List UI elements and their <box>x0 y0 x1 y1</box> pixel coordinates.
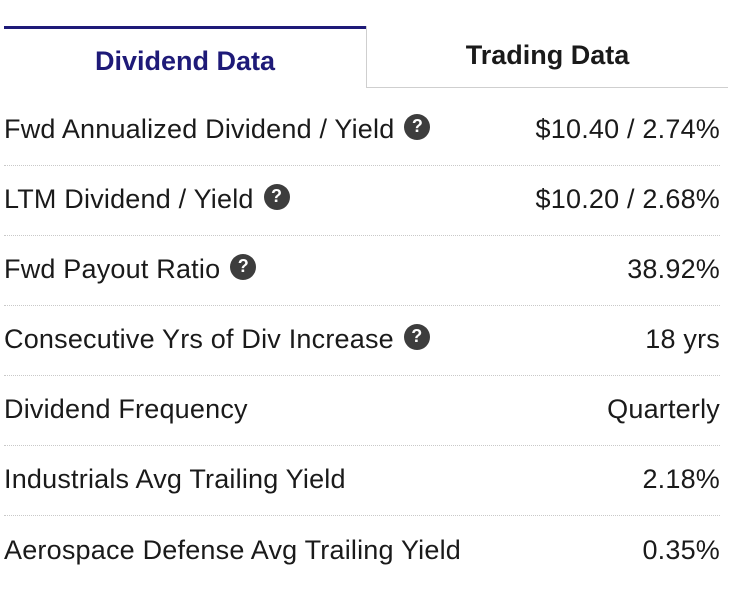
row-label: Aerospace Defense Avg Trailing Yield <box>4 534 461 565</box>
tab-bar: Dividend Data Trading Data <box>4 26 728 88</box>
row-value: $10.20 / 2.68% <box>535 184 720 214</box>
question-circle-icon[interactable]: ? <box>403 323 430 350</box>
row-fwd-annualized-dividend-yield: Fwd Annualized Dividend / Yield ? $10.40… <box>4 96 720 166</box>
question-circle-icon[interactable]: ? <box>404 113 431 140</box>
row-dividend-frequency: Dividend Frequency Quarterly <box>4 376 720 446</box>
row-consecutive-yrs-div-increase: Consecutive Yrs of Div Increase ? 18 yrs <box>4 306 720 376</box>
row-value: Quarterly <box>607 394 720 424</box>
row-label: Industrials Avg Trailing Yield <box>4 464 346 494</box>
row-label: LTM Dividend / Yield <box>4 184 254 214</box>
row-fwd-payout-ratio: Fwd Payout Ratio ? 38.92% <box>4 236 720 306</box>
row-ltm-dividend-yield: LTM Dividend / Yield ? $10.20 / 2.68% <box>4 166 720 236</box>
tab-dividend-data[interactable]: Dividend Data <box>4 26 366 88</box>
row-label: Dividend Frequency <box>4 394 248 424</box>
row-label: Fwd Payout Ratio <box>4 254 221 284</box>
question-circle-icon[interactable]: ? <box>263 183 290 210</box>
row-value: 2.18% <box>642 464 720 494</box>
question-circle-icon[interactable]: ? <box>230 253 257 280</box>
dividend-data-table: Fwd Annualized Dividend / Yield ? $10.40… <box>4 96 720 586</box>
row-label: Fwd Annualized Dividend / Yield <box>4 114 395 144</box>
row-value: 0.35% <box>642 534 720 565</box>
row-value: $10.40 / 2.74% <box>535 114 720 144</box>
row-industrials-avg-trailing-yield: Industrials Avg Trailing Yield 2.18% <box>4 446 720 516</box>
row-value: 38.92% <box>627 254 720 284</box>
row-label: Consecutive Yrs of Div Increase <box>4 324 394 354</box>
row-value: 18 yrs <box>645 324 720 354</box>
tab-trading-data[interactable]: Trading Data <box>366 26 728 88</box>
row-aerospace-defense-avg-trailing-yield: Aerospace Defense Avg Trailing Yield 0.3… <box>4 516 720 586</box>
